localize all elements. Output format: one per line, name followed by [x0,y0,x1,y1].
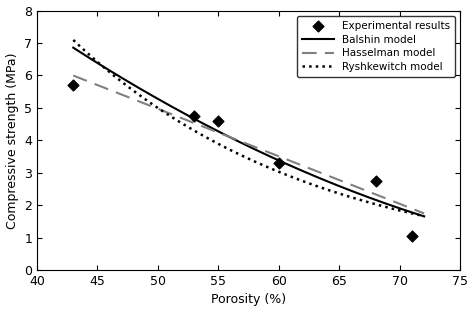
Balshin model [421,215,427,218]
Balshin model [71,46,76,50]
Hasselman model [278,155,284,159]
Balshin model [72,46,77,50]
Legend: Experimental results, Balshin model, Hasselman model, Ryshkewitch model: Experimental results, Balshin model, Has… [297,16,455,77]
Ryshkewitch model [389,207,394,210]
Balshin model [285,163,291,167]
Balshin model [366,196,372,199]
Experimental results [275,160,283,165]
X-axis label: Porosity (%): Porosity (%) [211,294,286,306]
Hasselman model [389,199,394,202]
Hasselman model [71,74,76,77]
Hasselman model [366,190,372,194]
Balshin model [389,204,394,207]
Experimental results [70,83,77,88]
Ryshkewitch model [71,38,76,42]
Line: Balshin model: Balshin model [73,48,424,217]
Experimental results [191,114,198,119]
Experimental results [372,178,380,183]
Balshin model [279,160,285,164]
Hasselman model [421,212,427,215]
Hasselman model [279,156,285,159]
Ryshkewitch model [421,214,427,218]
Ryshkewitch model [366,201,372,204]
Hasselman model [285,158,291,162]
Line: Ryshkewitch model: Ryshkewitch model [73,40,424,216]
Ryshkewitch model [279,171,285,175]
Hasselman model [72,74,77,78]
Ryshkewitch model [72,39,77,43]
Experimental results [215,118,222,123]
Line: Hasselman model: Hasselman model [73,76,424,213]
Ryshkewitch model [285,173,291,177]
Experimental results [408,233,416,238]
Y-axis label: Compressive strength (MPa): Compressive strength (MPa) [6,52,18,229]
Ryshkewitch model [278,171,284,175]
Balshin model [278,159,284,163]
